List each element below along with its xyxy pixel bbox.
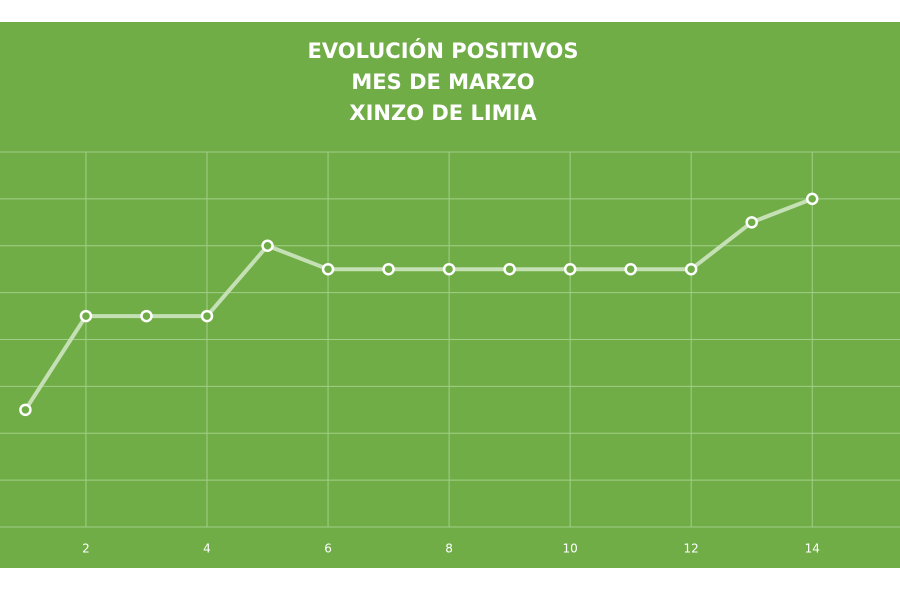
x-tick-label: 10 <box>563 542 578 556</box>
data-point <box>140 309 153 323</box>
data-point <box>563 262 577 276</box>
chart-background <box>0 22 900 568</box>
data-point <box>382 262 395 276</box>
data-point <box>442 262 456 276</box>
x-tick-label: 8 <box>445 542 453 556</box>
data-point <box>79 309 93 323</box>
x-tick-label: 12 <box>684 542 699 556</box>
x-tick-label: 14 <box>805 542 820 556</box>
series-line <box>23 197 813 411</box>
x-tick-label: 2 <box>82 542 90 556</box>
data-point <box>261 239 274 252</box>
x-tick-label: 6 <box>324 542 332 556</box>
data-point <box>624 262 637 276</box>
data-point <box>19 403 32 417</box>
data-point <box>321 262 335 276</box>
chart-title: MES DE MARZO <box>351 70 534 94</box>
data-point <box>503 262 516 276</box>
chart-title: XINZO DE LIMIA <box>349 101 537 125</box>
data-point <box>745 216 758 229</box>
x-tick-label: 4 <box>203 542 211 556</box>
chart-title: EVOLUCIÓN POSITIVOS <box>308 38 579 63</box>
data-point <box>805 192 819 206</box>
data-point <box>200 309 214 323</box>
data-point <box>684 262 698 276</box>
